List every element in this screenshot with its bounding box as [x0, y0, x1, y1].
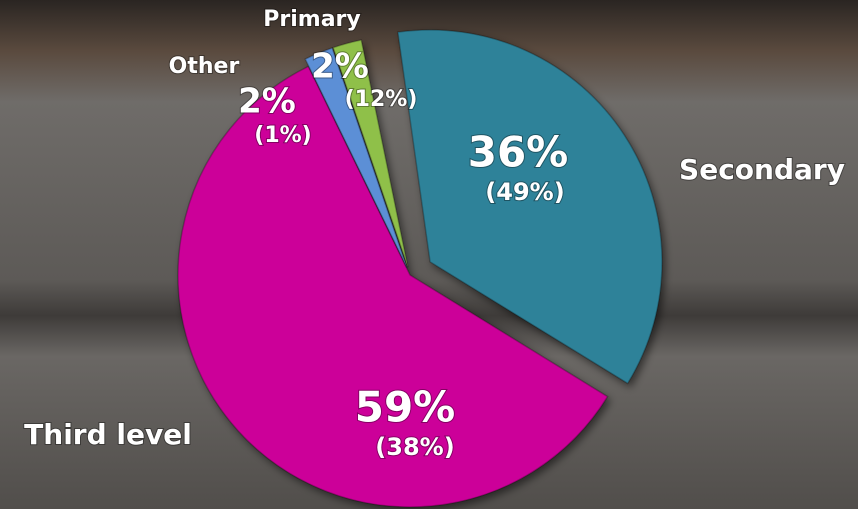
secondary-value-label: (49%): [485, 178, 564, 206]
category-label: Other: [169, 54, 240, 79]
value-label: 59%: [355, 383, 456, 432]
category-label: Primary: [263, 7, 360, 32]
category-label: Third level: [24, 418, 192, 451]
value-label: 2%: [238, 82, 296, 122]
pie-slice: [177, 65, 609, 508]
pie-slice: [396, 29, 663, 385]
pie-slice: [304, 47, 408, 268]
value-label: 36%: [468, 128, 569, 177]
secondary-value-label: (1%): [254, 123, 311, 148]
pie-slice: [332, 39, 409, 268]
labels: Secondary 36%(49%) Third level 59%(38%) Othe…: [23, 6, 846, 462]
pie: [177, 29, 663, 508]
secondary-value-label: (12%): [345, 87, 418, 112]
value-label: 2%: [311, 47, 369, 87]
category-label: Secondary: [679, 153, 845, 186]
secondary-value-label: (38%): [375, 433, 454, 461]
